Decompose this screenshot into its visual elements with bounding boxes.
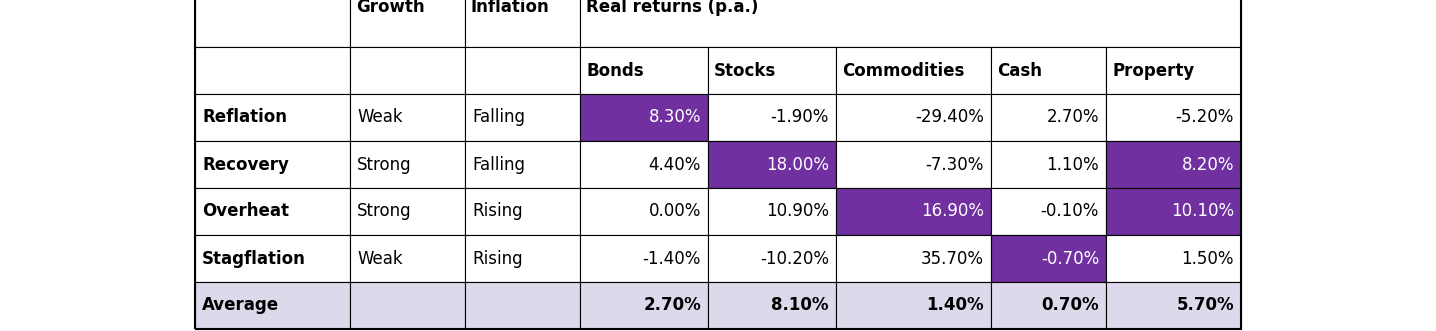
Text: Cash: Cash <box>997 62 1043 79</box>
Bar <box>350 141 465 188</box>
Text: 2.70%: 2.70% <box>1047 109 1099 126</box>
Text: -29.40%: -29.40% <box>915 109 984 126</box>
Bar <box>580 94 708 141</box>
Text: 4.40%: 4.40% <box>649 156 701 173</box>
Bar <box>580 282 708 329</box>
Text: -5.20%: -5.20% <box>1176 109 1234 126</box>
Bar <box>350 188 465 235</box>
Bar <box>195 282 350 329</box>
Bar <box>465 282 580 329</box>
Bar <box>836 188 991 235</box>
Bar <box>991 282 1106 329</box>
Text: Real returns (p.a.): Real returns (p.a.) <box>586 0 758 16</box>
Text: 0.00%: 0.00% <box>649 203 701 220</box>
Text: Stagflation: Stagflation <box>202 250 306 267</box>
Text: 10.90%: 10.90% <box>765 203 829 220</box>
Text: 0.70%: 0.70% <box>1041 297 1099 314</box>
Text: 8.10%: 8.10% <box>771 297 829 314</box>
Bar <box>836 94 991 141</box>
Bar <box>350 47 465 94</box>
Bar <box>708 282 836 329</box>
Bar <box>195 188 350 235</box>
Bar <box>465 141 580 188</box>
Bar <box>1106 282 1241 329</box>
Bar <box>708 47 836 94</box>
Bar <box>836 47 991 94</box>
Bar <box>195 235 350 282</box>
Bar <box>580 47 708 94</box>
Text: 35.70%: 35.70% <box>920 250 984 267</box>
Text: Falling: Falling <box>472 109 526 126</box>
Bar <box>465 0 580 47</box>
Text: -1.90%: -1.90% <box>771 109 829 126</box>
Text: Recovery: Recovery <box>202 156 289 173</box>
Bar <box>991 188 1106 235</box>
Bar <box>836 235 991 282</box>
Bar <box>991 47 1106 94</box>
Text: Strong: Strong <box>358 156 412 173</box>
Bar <box>350 0 465 47</box>
Text: -10.20%: -10.20% <box>760 250 829 267</box>
Bar <box>580 235 708 282</box>
Text: Strong: Strong <box>358 203 412 220</box>
Bar <box>708 235 836 282</box>
Text: Rising: Rising <box>472 250 523 267</box>
Bar <box>836 282 991 329</box>
Bar <box>195 0 1241 329</box>
Text: -1.40%: -1.40% <box>643 250 701 267</box>
Text: Weak: Weak <box>358 250 402 267</box>
Bar <box>991 235 1106 282</box>
Text: 1.50%: 1.50% <box>1182 250 1234 267</box>
Bar <box>1106 47 1241 94</box>
Bar <box>1106 188 1241 235</box>
Bar <box>195 0 350 47</box>
Text: 18.00%: 18.00% <box>765 156 829 173</box>
Bar <box>195 141 350 188</box>
Bar <box>580 141 708 188</box>
Text: -0.70%: -0.70% <box>1041 250 1099 267</box>
Text: Bonds: Bonds <box>586 62 643 79</box>
Text: 8.20%: 8.20% <box>1182 156 1234 173</box>
Text: 8.30%: 8.30% <box>649 109 701 126</box>
Bar <box>580 0 1241 47</box>
Text: 10.10%: 10.10% <box>1170 203 1234 220</box>
Text: Commodities: Commodities <box>841 62 965 79</box>
Text: 2.70%: 2.70% <box>643 297 701 314</box>
Text: -7.30%: -7.30% <box>926 156 984 173</box>
Text: 5.70%: 5.70% <box>1176 297 1234 314</box>
Text: Growth: Growth <box>356 0 425 16</box>
Bar <box>465 94 580 141</box>
Bar <box>195 94 350 141</box>
Bar <box>1106 94 1241 141</box>
Text: Average: Average <box>202 297 279 314</box>
Text: Inflation: Inflation <box>471 0 550 16</box>
Text: 1.40%: 1.40% <box>926 297 984 314</box>
Bar <box>1106 235 1241 282</box>
Bar <box>350 235 465 282</box>
Bar <box>708 141 836 188</box>
Bar <box>708 188 836 235</box>
Text: -0.10%: -0.10% <box>1041 203 1099 220</box>
Text: Property: Property <box>1111 62 1195 79</box>
Bar <box>350 282 465 329</box>
Bar <box>465 235 580 282</box>
Text: 1.10%: 1.10% <box>1047 156 1099 173</box>
Bar <box>836 141 991 188</box>
Bar <box>465 47 580 94</box>
Bar <box>708 94 836 141</box>
Bar <box>350 94 465 141</box>
Bar <box>1106 141 1241 188</box>
Bar <box>580 188 708 235</box>
Text: Overheat: Overheat <box>202 203 289 220</box>
Text: Falling: Falling <box>472 156 526 173</box>
Text: Stocks: Stocks <box>714 62 777 79</box>
Bar <box>465 188 580 235</box>
Bar <box>991 94 1106 141</box>
Text: Reflation: Reflation <box>202 109 287 126</box>
Text: Weak: Weak <box>358 109 402 126</box>
Bar <box>195 47 350 94</box>
Text: 16.90%: 16.90% <box>920 203 984 220</box>
Text: Rising: Rising <box>472 203 523 220</box>
Bar <box>991 141 1106 188</box>
